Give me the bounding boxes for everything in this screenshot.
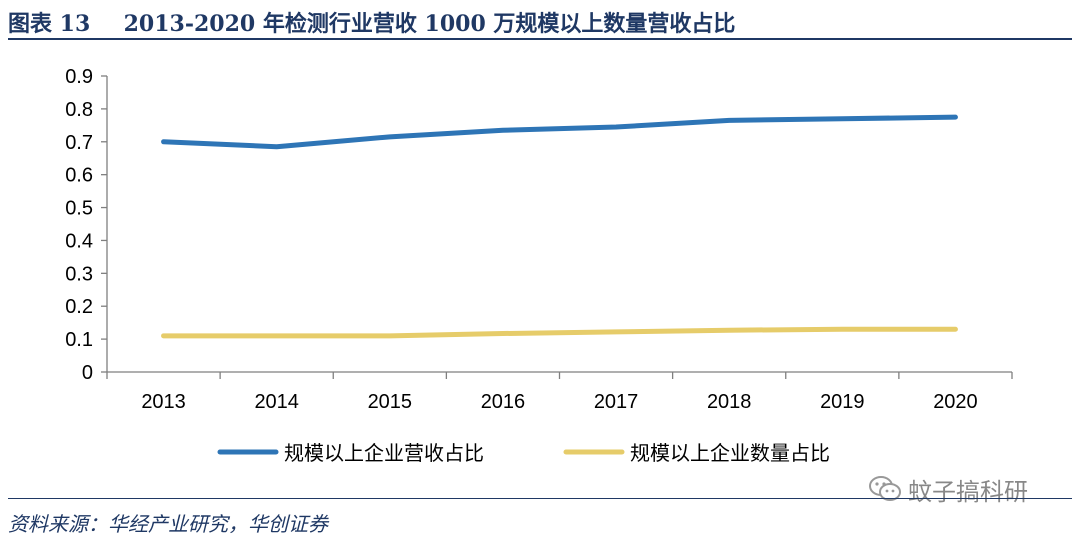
figure-title: 图表 13 2013-2020 年检测行业营收 1000 万规模以上数量营收占比 <box>8 4 1072 38</box>
watermark-text: 蚊子搞科研 <box>908 477 1028 506</box>
y-tick-label: 0.2 <box>65 296 93 318</box>
x-tick-label: 2020 <box>933 391 978 413</box>
y-tick-label: 0.7 <box>65 132 93 154</box>
x-tick-label: 2019 <box>820 391 865 413</box>
x-tick-label: 2013 <box>141 391 186 413</box>
line-chart: 0 0.1 0.2 0.3 0.4 0.5 0.6 0.7 0.8 0.9 2013 2014 2015… <box>65 66 1013 465</box>
figure-title-text: 图表 13 2013-2020 年检测行业营收 1000 万规模以上数量营收占比 <box>8 6 735 38</box>
x-tick-label: 2015 <box>368 391 413 413</box>
x-tick-label: 2018 <box>707 391 752 413</box>
y-tick-label: 0.6 <box>65 165 93 187</box>
y-tick-label: 0.1 <box>65 329 93 351</box>
series-line-1 <box>161 114 958 150</box>
x-tick-label: 2016 <box>481 391 526 413</box>
series-line-2 <box>161 326 958 339</box>
legend-label-1: 规模以上企业营收占比 <box>284 441 484 465</box>
y-tick-label: 0.8 <box>65 99 93 121</box>
watermark: 蚊子搞科研 <box>868 474 1028 506</box>
legend-label-2: 规模以上企业数量占比 <box>630 441 830 465</box>
y-tick-label: 0.3 <box>65 263 93 285</box>
figure-label: 图表 13 <box>8 11 91 37</box>
source-divider <box>8 498 1072 499</box>
y-tick-label: 0.4 <box>65 230 93 252</box>
source-note: 资料来源：华经产业研究，华创证券 <box>8 512 328 536</box>
chart-title: 2013-2020 年检测行业营收 1000 万规模以上数量营收占比 <box>123 11 736 37</box>
x-tick-label: 2014 <box>254 391 299 413</box>
y-tick-label: 0.5 <box>65 198 93 220</box>
title-divider <box>8 38 1072 40</box>
y-tick-label: 0.9 <box>65 66 93 88</box>
wechat-icon <box>869 476 901 501</box>
y-tick-label: 0 <box>82 362 93 384</box>
x-tick-label: 2017 <box>594 391 639 413</box>
